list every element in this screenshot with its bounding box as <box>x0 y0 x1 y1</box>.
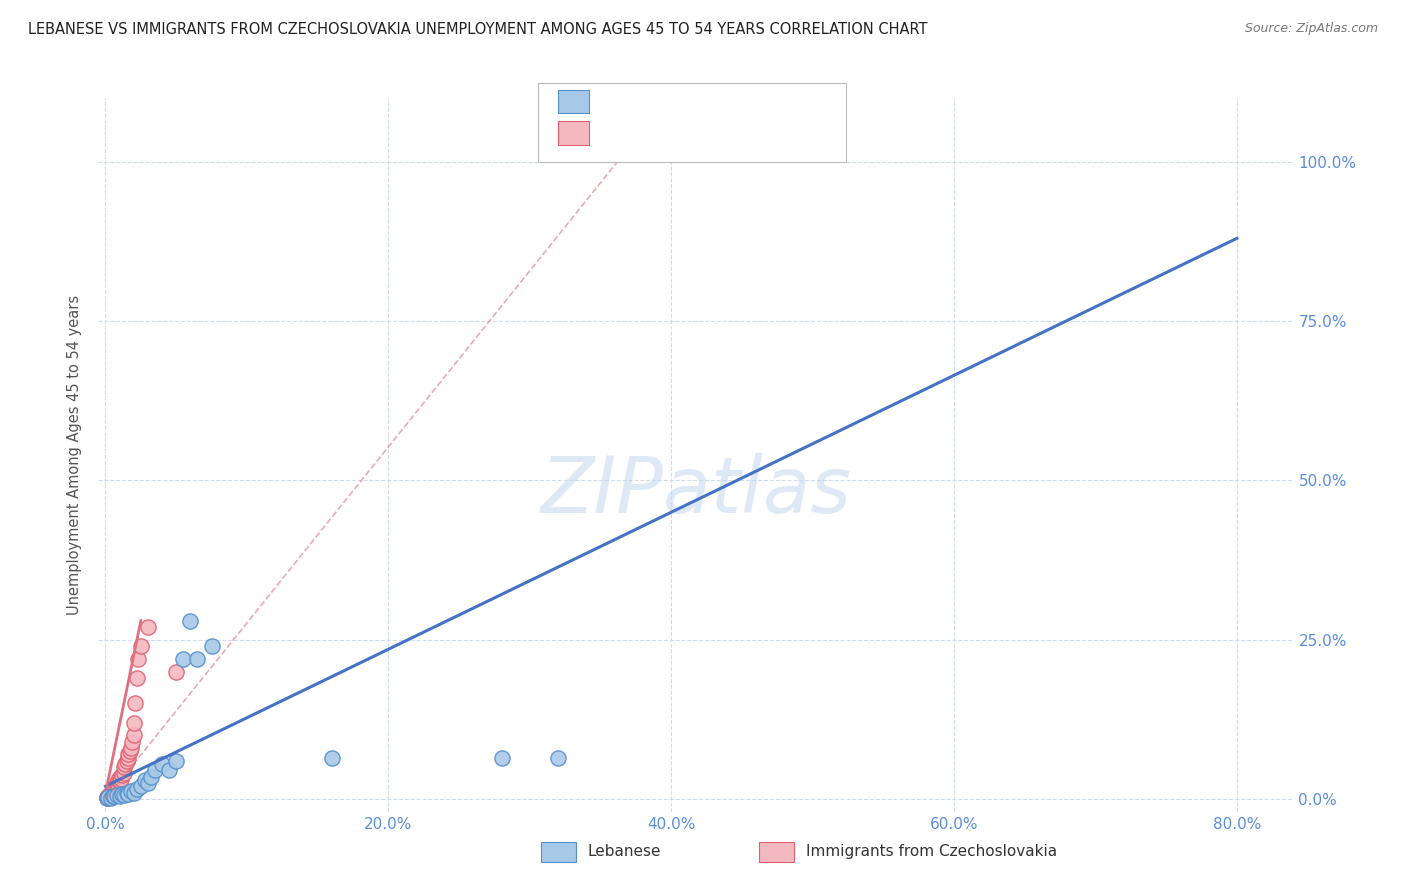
Point <box>114 756 136 771</box>
Point <box>129 779 152 793</box>
Point <box>98 787 121 801</box>
Point <box>108 789 131 803</box>
Point <box>105 776 128 790</box>
Point <box>129 639 152 653</box>
Point <box>105 780 128 795</box>
Point <box>200 639 222 653</box>
Point <box>127 652 149 666</box>
Point <box>157 764 180 778</box>
Point <box>547 750 569 764</box>
Point <box>103 787 125 801</box>
Point <box>97 790 120 805</box>
Point <box>172 652 194 666</box>
Text: Lebanese: Lebanese <box>588 845 661 859</box>
Point <box>97 789 120 803</box>
Point <box>101 786 124 800</box>
Point <box>134 772 156 787</box>
Point <box>100 790 122 805</box>
Point <box>186 652 208 666</box>
Point <box>110 772 132 786</box>
Point <box>321 750 343 764</box>
Point <box>120 741 142 756</box>
Y-axis label: Unemployment Among Ages 45 to 54 years: Unemployment Among Ages 45 to 54 years <box>67 295 83 615</box>
Point <box>105 788 128 802</box>
Point <box>115 786 138 800</box>
Point <box>150 756 173 771</box>
Point <box>103 782 125 797</box>
Point <box>122 786 145 800</box>
Point <box>120 784 142 798</box>
Point <box>107 778 129 792</box>
Text: ZIPatlas: ZIPatlas <box>540 452 852 529</box>
Point <box>112 760 135 774</box>
Point <box>107 772 129 787</box>
Point <box>491 750 513 764</box>
Text: Source: ZipAtlas.com: Source: ZipAtlas.com <box>1244 22 1378 36</box>
Point <box>117 747 139 762</box>
Point <box>108 770 131 784</box>
Point <box>101 789 124 803</box>
Point <box>112 788 135 802</box>
Point <box>121 734 143 748</box>
Point <box>165 665 187 679</box>
Point <box>124 697 146 711</box>
Point <box>104 784 127 798</box>
Point <box>108 774 131 789</box>
Point <box>96 791 118 805</box>
Point <box>96 791 118 805</box>
Point <box>103 789 125 804</box>
Point <box>96 790 118 805</box>
Point <box>143 764 166 778</box>
Point <box>118 744 141 758</box>
Point <box>136 776 159 790</box>
Point <box>112 766 135 780</box>
Text: R = 0.585   N = 38: R = 0.585 N = 38 <box>603 123 761 141</box>
Point <box>101 789 124 803</box>
Point <box>111 768 134 782</box>
Point <box>117 787 139 801</box>
Point <box>117 750 139 764</box>
Point <box>104 779 127 793</box>
Point <box>122 728 145 742</box>
Point <box>98 789 121 804</box>
Text: LEBANESE VS IMMIGRANTS FROM CZECHOSLOVAKIA UNEMPLOYMENT AMONG AGES 45 TO 54 YEAR: LEBANESE VS IMMIGRANTS FROM CZECHOSLOVAK… <box>28 22 928 37</box>
Text: Immigrants from Czechoslovakia: Immigrants from Czechoslovakia <box>806 845 1057 859</box>
Point <box>115 754 138 768</box>
Point <box>165 754 187 768</box>
Point <box>111 787 134 801</box>
Text: R = 0.708   N = 26: R = 0.708 N = 26 <box>603 92 761 110</box>
Point <box>97 790 120 805</box>
Point <box>689 136 711 150</box>
Point <box>179 614 201 628</box>
Point <box>139 770 162 784</box>
Point <box>125 671 148 685</box>
Point <box>125 782 148 797</box>
Point <box>122 715 145 730</box>
Point <box>136 620 159 634</box>
Point <box>100 788 122 802</box>
